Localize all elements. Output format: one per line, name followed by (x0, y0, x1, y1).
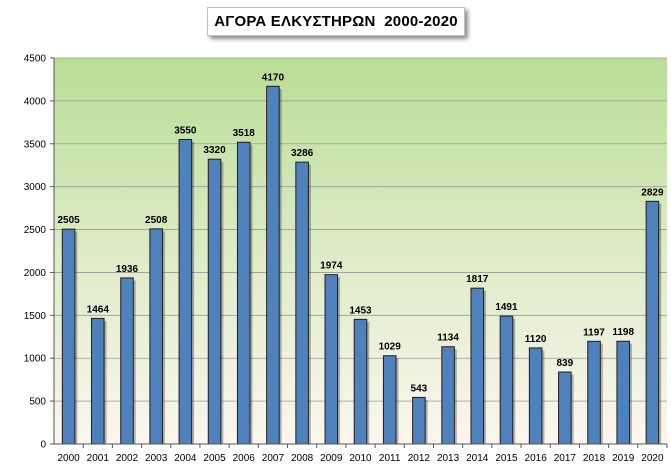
data-label-2010: 1453 (349, 305, 372, 316)
bar-2016 (528, 347, 543, 445)
bar-2008 (295, 161, 309, 445)
x-tick-label: 2001 (87, 453, 110, 464)
y-tick-label: 4000 (24, 96, 47, 107)
x-tick-label: 2003 (145, 453, 168, 464)
y-tick-label: 1500 (24, 311, 47, 322)
x-tick-label: 2016 (525, 453, 548, 464)
bar-2006 (236, 141, 251, 445)
chart-title: ΑΓΟΡΑ ΕΛΚΥΣΤΗΡΩΝ 2000-2020 (207, 7, 465, 36)
data-label-2014: 1817 (466, 274, 489, 285)
y-tick-label: 4500 (24, 54, 47, 65)
data-label-2017: 839 (556, 358, 573, 369)
data-label-2013: 1134 (437, 333, 459, 344)
bar-2003 (149, 228, 163, 445)
x-tick-label: 2017 (554, 453, 577, 464)
bar-2011 (382, 355, 397, 445)
x-tick-label: 2009 (320, 453, 343, 464)
data-label-2015: 1491 (495, 302, 518, 313)
axes (50, 57, 668, 448)
x-tick-label: 2018 (583, 453, 606, 464)
data-label-2000: 2505 (57, 215, 80, 226)
bar-2020 (645, 200, 660, 445)
bar-2007 (266, 85, 280, 445)
data-label-2009: 1974 (320, 261, 343, 272)
x-tick-label: 2020 (641, 453, 664, 464)
x-tick-label: 2002 (116, 453, 139, 464)
y-tick-label: 2500 (24, 225, 47, 236)
x-tick-label: 2006 (233, 453, 256, 464)
x-tick-label: 2000 (57, 453, 80, 464)
data-label-2004: 3550 (174, 125, 197, 136)
bar-2002 (120, 277, 134, 445)
bar-2018 (587, 340, 601, 445)
y-tick-label: 1000 (24, 354, 47, 365)
x-tick-label: 2014 (466, 453, 489, 464)
labels: 0 500 1000 1500 2000 2500 3000 3500 4000 4500 2505… (24, 54, 664, 465)
bar-2000 (61, 228, 76, 445)
x-tick-label: 2012 (408, 453, 431, 464)
bar-2009 (324, 274, 339, 445)
data-label-2011: 1029 (379, 342, 402, 353)
data-label-2020: 2829 (641, 187, 664, 198)
x-tick-label: 2011 (379, 453, 401, 464)
data-label-2012: 543 (411, 383, 428, 394)
y-tick-label: 3500 (24, 139, 47, 150)
data-label-2007: 4170 (262, 72, 285, 83)
y-tick-label: 3000 (24, 182, 47, 193)
data-label-2016: 1120 (525, 334, 547, 345)
x-tick-label: 2010 (349, 453, 372, 464)
bar-2010 (353, 318, 368, 445)
x-tick-label: 2007 (262, 453, 285, 464)
data-label-2018: 1197 (583, 327, 605, 338)
bar-2013 (441, 346, 455, 445)
data-label-2003: 2508 (145, 215, 168, 226)
bar-2017 (558, 371, 572, 445)
bar-2004 (178, 138, 193, 445)
bar-2015 (499, 315, 514, 445)
bar-2019 (616, 340, 630, 445)
y-tick-label: 500 (29, 397, 46, 408)
x-tick-label: 2019 (612, 453, 635, 464)
data-label-2006: 3518 (233, 128, 256, 139)
data-label-2008: 3286 (291, 148, 314, 159)
data-label-2001: 1464 (87, 304, 110, 315)
bar-2014 (470, 287, 485, 445)
x-tick-label: 2005 (203, 453, 226, 464)
bar-2005 (207, 158, 222, 445)
bar-2001 (91, 317, 105, 445)
x-tick-label: 2015 (495, 453, 518, 464)
x-tick-label: 2008 (291, 453, 314, 464)
x-tick-label: 2004 (174, 453, 197, 464)
bar-2012 (412, 396, 426, 445)
data-label-2019: 1198 (612, 327, 634, 338)
y-tick-label: 0 (40, 440, 46, 451)
data-label-2002: 1936 (116, 264, 139, 275)
x-tick-label: 2013 (437, 453, 460, 464)
y-tick-label: 2000 (24, 268, 47, 279)
data-label-2005: 3320 (203, 145, 226, 156)
